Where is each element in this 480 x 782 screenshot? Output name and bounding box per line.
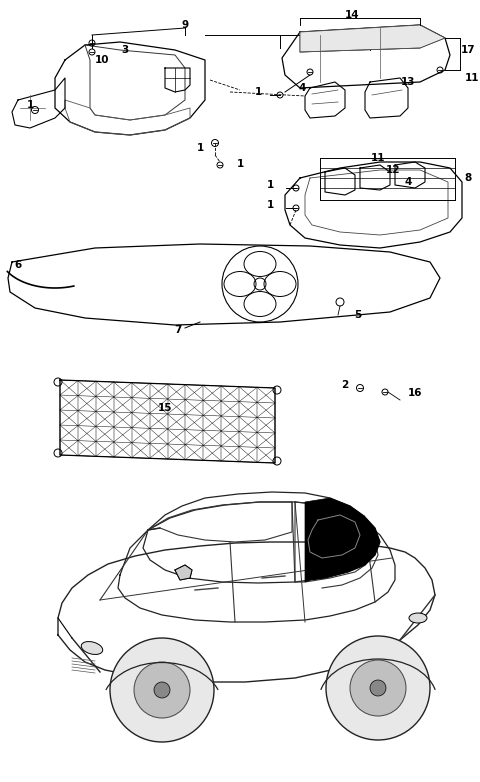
Text: 9: 9 [181,20,189,30]
Text: 11: 11 [371,153,385,163]
Text: 16: 16 [408,388,422,398]
Circle shape [134,662,190,718]
Text: 1: 1 [26,100,34,110]
Ellipse shape [409,613,427,623]
Circle shape [350,660,406,716]
Polygon shape [175,565,192,580]
Polygon shape [305,498,380,582]
Text: 6: 6 [14,260,22,270]
Circle shape [370,680,386,696]
Text: 4: 4 [298,83,306,93]
Text: 10: 10 [95,55,109,65]
Text: 1: 1 [196,143,204,153]
Text: 4: 4 [404,177,412,187]
Text: 13: 13 [401,77,415,87]
Text: 11: 11 [465,73,479,83]
Text: 1: 1 [236,159,244,169]
Text: 2: 2 [341,380,348,390]
Ellipse shape [81,641,103,655]
Text: 1: 1 [254,87,262,97]
Text: 5: 5 [354,310,361,320]
Text: 15: 15 [158,403,172,413]
Polygon shape [300,25,445,52]
Circle shape [326,636,430,740]
Text: 3: 3 [121,45,129,55]
Text: 14: 14 [345,10,360,20]
Text: 7: 7 [174,325,182,335]
Text: 1: 1 [266,180,274,190]
Text: 17: 17 [461,45,475,55]
Circle shape [154,682,170,698]
Text: 12: 12 [386,165,400,175]
Circle shape [110,638,214,742]
Text: 1: 1 [266,200,274,210]
Text: 8: 8 [464,173,472,183]
